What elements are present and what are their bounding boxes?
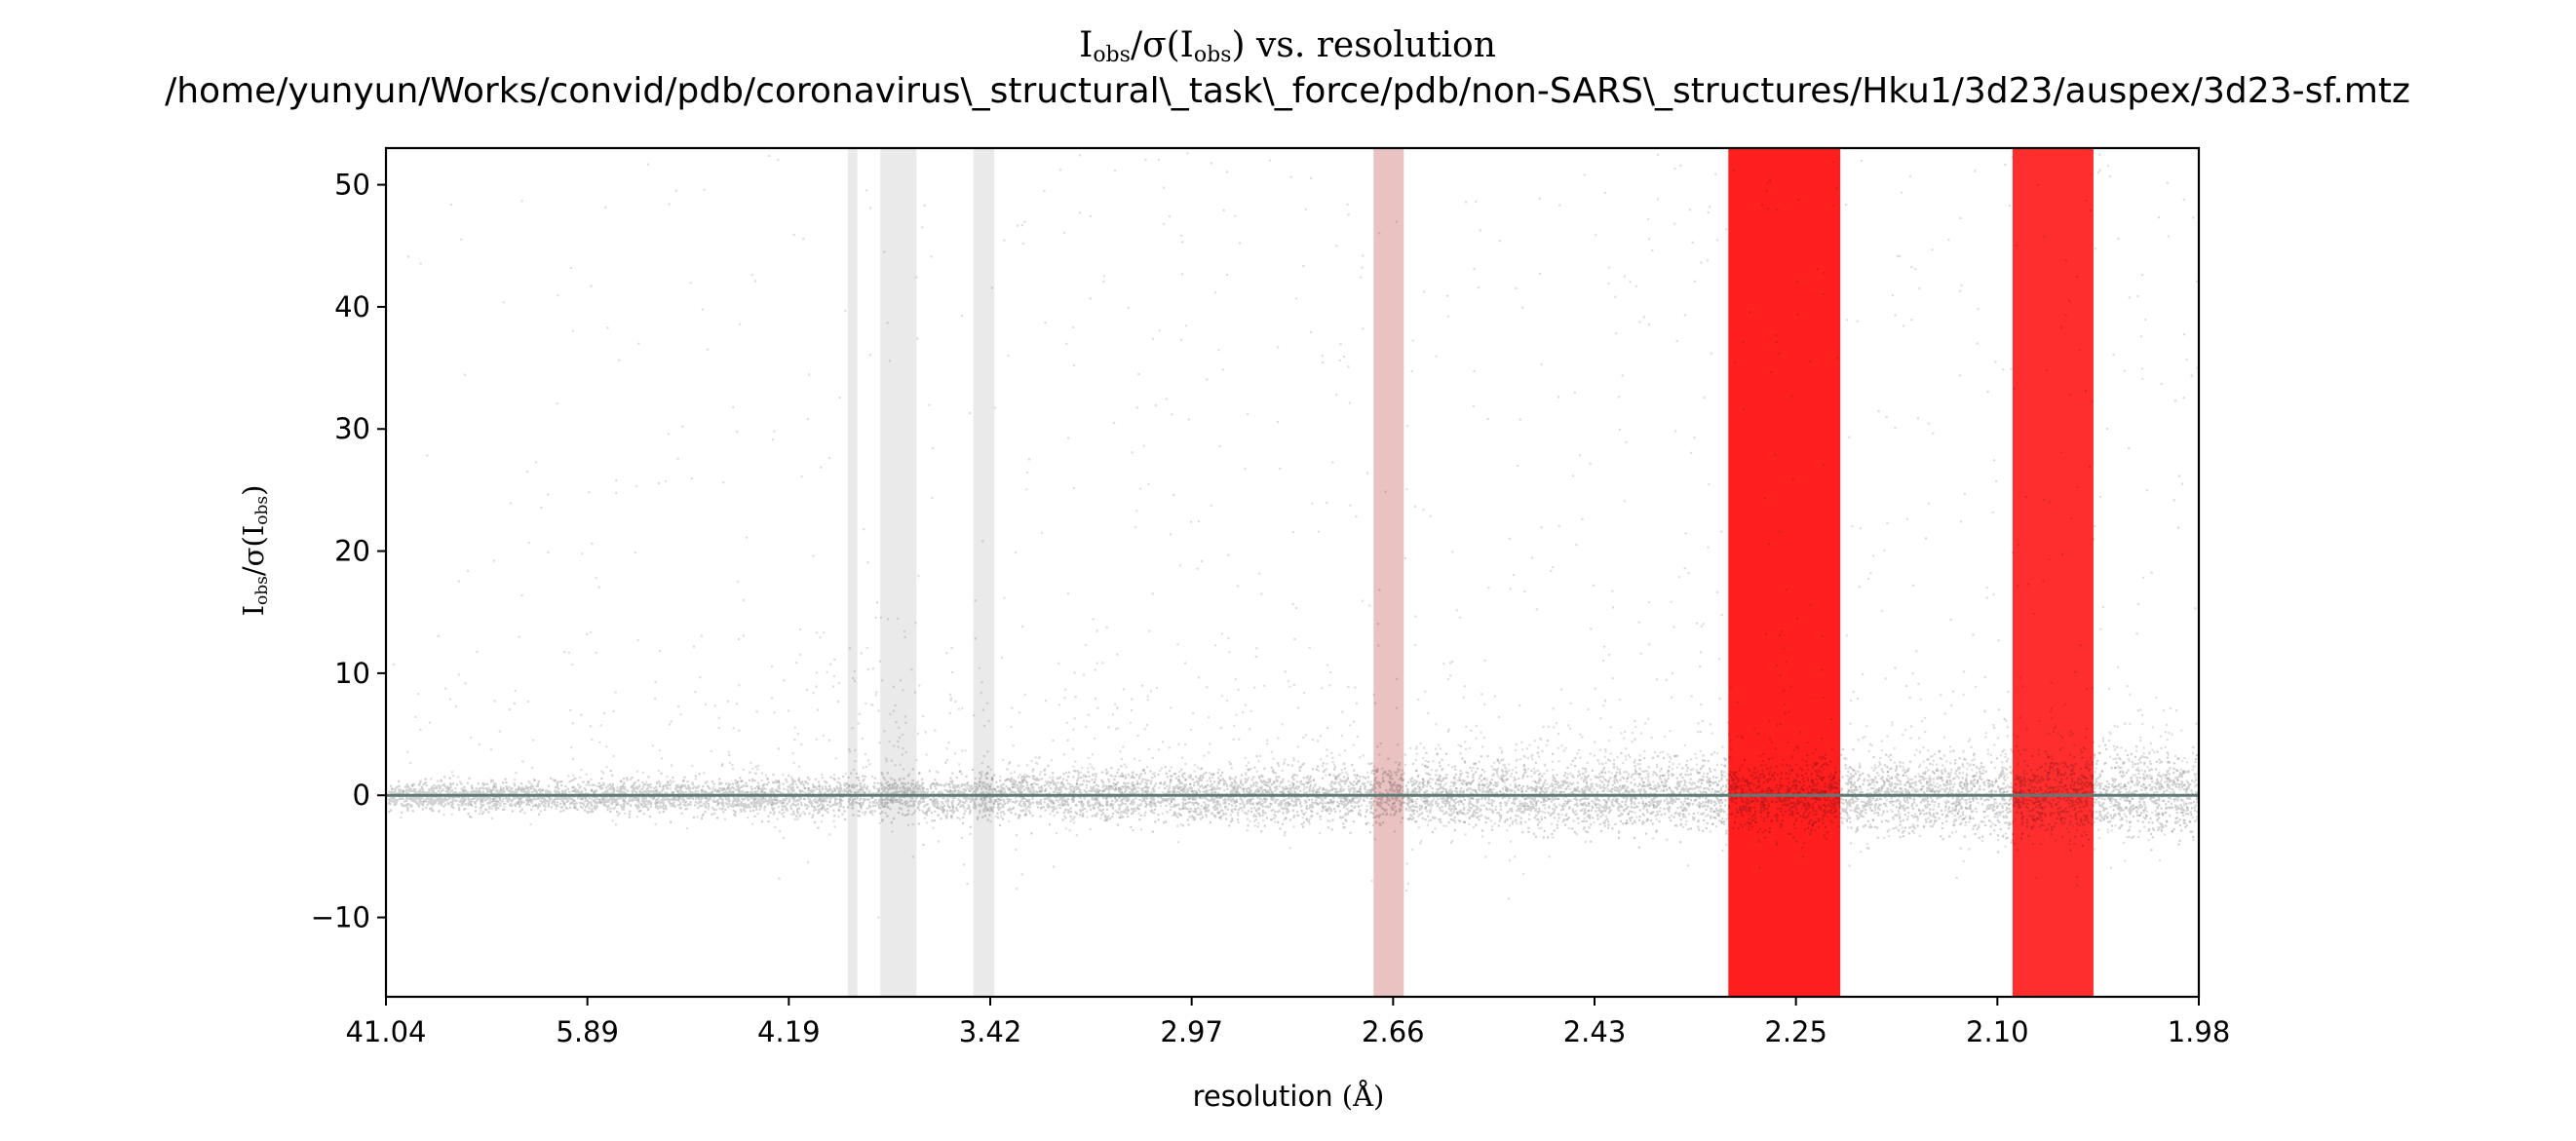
y-tick-label: 40 bbox=[334, 290, 370, 323]
y-tick-label: 0 bbox=[353, 779, 370, 812]
ice-ring-band-4 bbox=[1373, 148, 1404, 997]
ice-ring-band-2 bbox=[880, 148, 917, 997]
chart-subtitle: /home/yunyun/Works/convid/pdb/coronaviru… bbox=[165, 71, 2410, 111]
x-tick-label: 2.97 bbox=[1160, 1015, 1223, 1048]
x-tick-label: 2.66 bbox=[1362, 1015, 1425, 1048]
y-axis-label: Iobs/σ(Iobs) bbox=[237, 485, 272, 617]
x-tick-label: 41.04 bbox=[345, 1015, 426, 1048]
y-tick-label: 20 bbox=[334, 535, 370, 568]
ice-ring-bands bbox=[847, 148, 2094, 997]
chart-title: Iobs/σ(Iobs) vs. resolution bbox=[1079, 25, 1496, 67]
x-tick-label: 2.25 bbox=[1764, 1015, 1827, 1048]
x-axis-label: resolution (Å) bbox=[1193, 1079, 1385, 1113]
plot-area bbox=[384, 146, 2201, 999]
ice-ring-band-6 bbox=[2012, 148, 2094, 997]
x-tick-label: 4.19 bbox=[757, 1015, 821, 1048]
ice-ring-band-3 bbox=[973, 148, 995, 997]
x-tick-label: 3.42 bbox=[959, 1015, 1022, 1048]
ice-ring-band-1 bbox=[847, 148, 858, 997]
ice-ring-band-5 bbox=[1728, 148, 1841, 997]
y-tick-label: 10 bbox=[334, 657, 370, 690]
x-tick-label: 2.10 bbox=[1966, 1015, 2029, 1048]
plot-frame bbox=[384, 146, 2201, 999]
y-tick-label: −10 bbox=[311, 901, 370, 934]
y-tick-label: 50 bbox=[334, 169, 370, 202]
y-axis: −10 0 10 20 30 40 50 bbox=[311, 169, 386, 934]
x-tick-label: 1.98 bbox=[2168, 1015, 2231, 1048]
data-points bbox=[388, 152, 2199, 919]
x-tick-label: 2.43 bbox=[1563, 1015, 1627, 1048]
x-axis: 41.04 5.89 4.19 3.42 2.97 2.66 2.43 2.25 2.10 1.9… bbox=[345, 997, 2230, 1048]
y-tick-label: 30 bbox=[334, 412, 370, 445]
x-tick-label: 5.89 bbox=[556, 1015, 619, 1048]
scatter-core bbox=[388, 717, 2199, 854]
